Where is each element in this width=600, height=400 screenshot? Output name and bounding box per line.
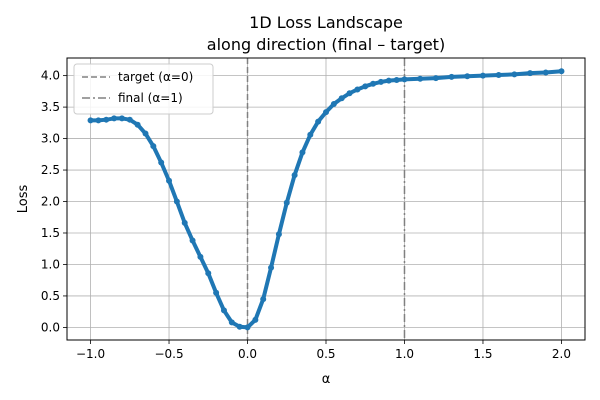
loss-point <box>464 73 471 80</box>
loss-point <box>268 264 275 271</box>
chart-title: 1D Loss Landscape <box>249 13 403 32</box>
loss-point <box>252 316 259 323</box>
legend-target-label: target (α=0) <box>118 70 193 84</box>
loss-point <box>370 80 377 87</box>
loss-point <box>134 121 141 128</box>
loss-point <box>228 319 235 326</box>
loss-point <box>103 116 110 123</box>
loss-point <box>495 71 502 78</box>
loss-point <box>197 253 204 260</box>
loss-point <box>393 77 400 84</box>
y-tick-label: 4.0 <box>41 69 60 83</box>
x-tick-label: 0.5 <box>316 347 335 361</box>
x-axis-ticks: −1.0 −0.5 0.0 0.5 1.0 1.5 2.0 <box>76 340 571 361</box>
loss-point <box>181 219 188 226</box>
loss-point <box>158 159 165 166</box>
y-tick-label: 2.0 <box>41 195 60 209</box>
loss-point <box>346 90 353 97</box>
loss-point <box>205 270 212 277</box>
loss-point <box>558 68 565 75</box>
loss-point <box>142 130 149 137</box>
legend-final-label: final (α=1) <box>118 91 183 105</box>
y-tick-label: 1.0 <box>41 257 60 271</box>
loss-point <box>118 115 125 122</box>
loss-point <box>448 73 455 80</box>
x-tick-label: 1.0 <box>395 347 414 361</box>
y-tick-label: 3.0 <box>41 132 60 146</box>
loss-point <box>377 78 384 85</box>
loss-point <box>323 109 329 116</box>
loss-point <box>189 237 196 244</box>
loss-point <box>299 149 306 156</box>
loss-point <box>213 289 220 296</box>
loss-point <box>330 100 337 107</box>
loss-point <box>527 70 534 77</box>
loss-point <box>362 83 369 90</box>
loss-point <box>173 198 180 205</box>
y-axis-label: Loss <box>16 185 31 214</box>
loss-point <box>244 324 251 331</box>
chart-subtitle: along direction (final – target) <box>207 35 445 54</box>
x-tick-label: −0.5 <box>154 347 183 361</box>
y-tick-label: 2.5 <box>41 163 60 177</box>
loss-point <box>291 172 298 179</box>
y-tick-label: 1.5 <box>41 226 60 240</box>
y-tick-label: 0.5 <box>41 289 60 303</box>
loss-point <box>338 95 345 102</box>
loss-point <box>111 115 118 122</box>
y-tick-label: 3.5 <box>41 100 60 114</box>
loss-point <box>126 116 133 123</box>
x-tick-label: 2.0 <box>552 347 571 361</box>
loss-point <box>417 75 424 82</box>
legend: target (α=0) final (α=1) <box>73 63 214 115</box>
loss-point <box>511 71 518 78</box>
y-tick-label: 0.0 <box>41 320 60 334</box>
loss-point <box>354 86 361 93</box>
loss-point <box>542 69 549 76</box>
loss-point <box>236 323 243 330</box>
y-axis-ticks: 0.0 0.5 1.0 1.5 2.0 2.5 3.0 3.5 4.0 <box>41 69 67 334</box>
loss-series <box>87 68 565 331</box>
loss-point <box>87 117 94 124</box>
loss-point <box>166 177 173 184</box>
loss-point <box>307 131 314 138</box>
x-axis-label: α <box>322 372 331 387</box>
loss-point <box>315 118 322 125</box>
loss-point <box>260 296 267 303</box>
reference-lines <box>246 58 406 340</box>
x-tick-label: 1.5 <box>473 347 492 361</box>
loss-point <box>385 77 392 84</box>
loss-point <box>150 143 157 150</box>
loss-point <box>432 75 439 82</box>
x-tick-label: 0.0 <box>238 347 257 361</box>
loss-point <box>401 76 408 83</box>
legend-box <box>73 63 214 115</box>
loss-point <box>95 117 102 124</box>
loss-point <box>220 307 227 314</box>
x-tick-label: −1.0 <box>76 347 105 361</box>
loss-point <box>275 231 282 238</box>
loss-point <box>479 72 486 79</box>
loss-point <box>283 199 290 206</box>
